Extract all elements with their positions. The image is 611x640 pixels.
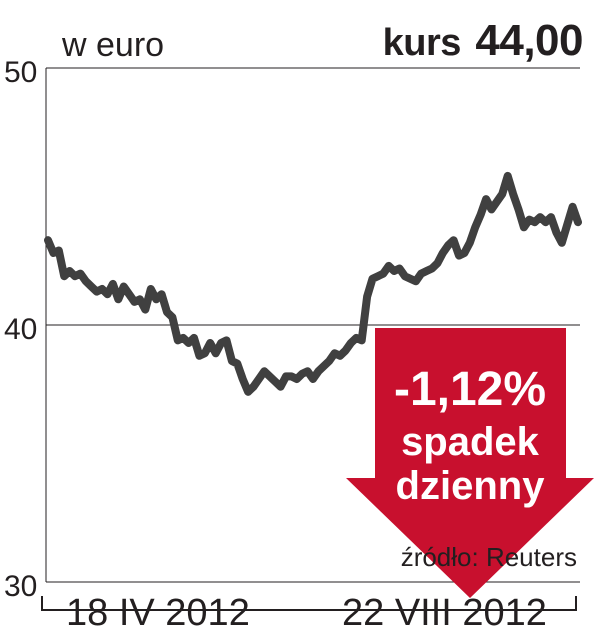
- x-tick-end: 22 VIII 2012: [342, 592, 547, 634]
- decline-arrow: [346, 328, 594, 598]
- source-label: źródło: Reuters: [400, 542, 577, 572]
- price-value: 44,00: [475, 16, 583, 65]
- price-line: [44, 171, 582, 396]
- change-percent: -1,12%: [393, 363, 547, 416]
- y-tick-30: 30: [4, 570, 38, 603]
- unit-label: w euro: [62, 26, 165, 64]
- price-box: kurs 44,00: [382, 16, 584, 66]
- change-caption-line1: spadek: [401, 420, 539, 464]
- x-axis-bracket: [41, 596, 577, 611]
- gridlines: [45, 67, 580, 583]
- change-caption-line2: dzienny: [395, 464, 545, 508]
- y-tick-50: 50: [4, 56, 38, 89]
- x-tick-start: 18 IV 2012: [66, 592, 250, 634]
- y-tick-40: 40: [4, 313, 38, 346]
- price-label: kurs: [382, 22, 462, 64]
